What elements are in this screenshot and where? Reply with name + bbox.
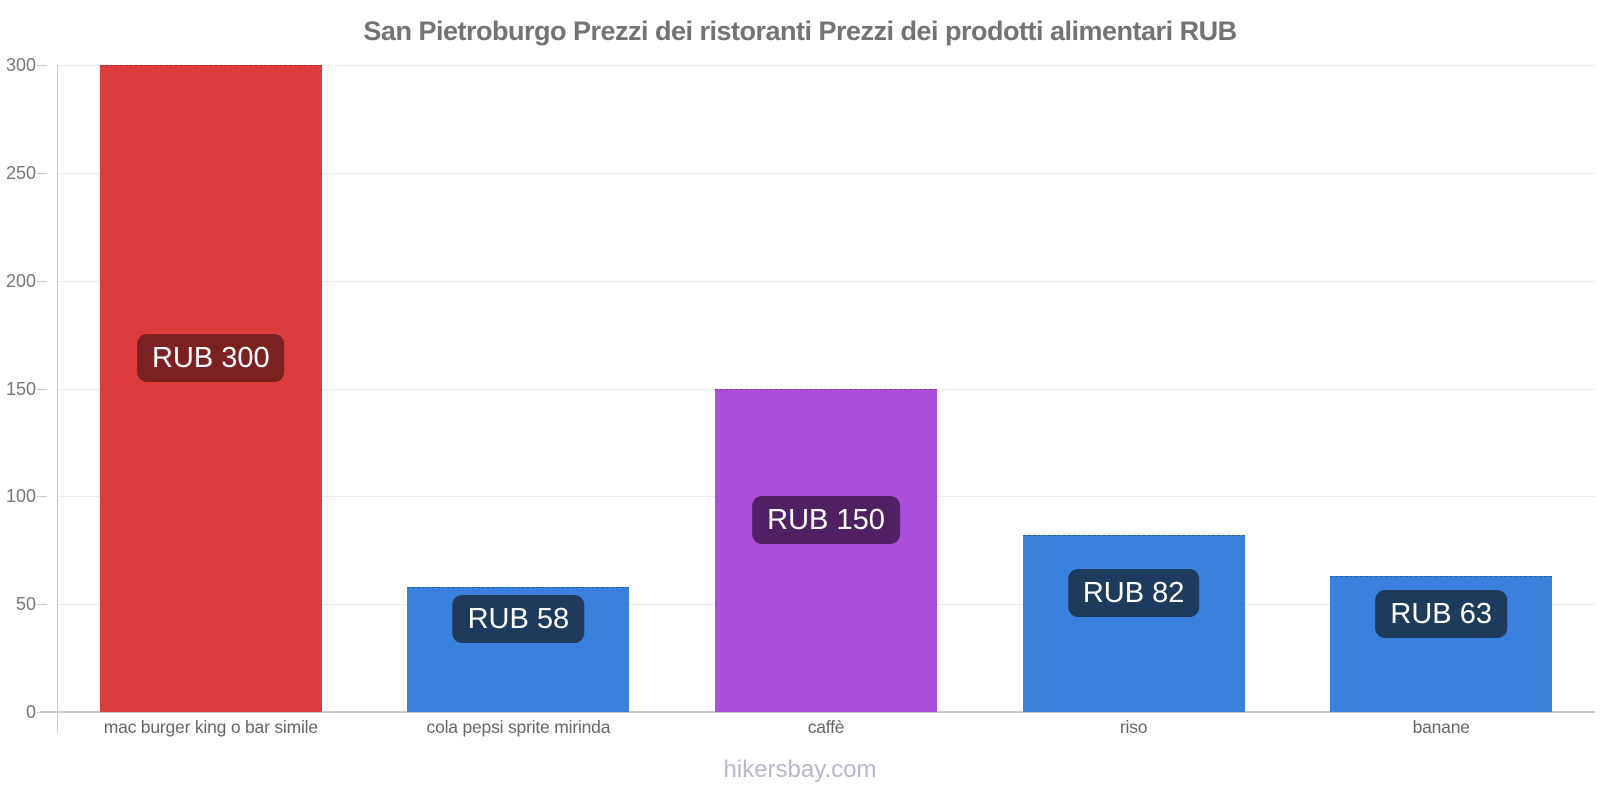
chart-title: San Pietroburgo Prezzi dei ristoranti Pr… [363, 16, 1237, 46]
y-tick-label: 250 [5, 162, 36, 183]
x-axis-label: mac burger king o bar simile [103, 717, 318, 737]
y-axis-line [57, 65, 58, 733]
bar[interactable]: RUB 150 [715, 388, 937, 712]
y-tick-label: 0 [25, 702, 36, 722]
y-tick [37, 496, 47, 498]
gridline [57, 172, 1595, 174]
gridline [57, 65, 1595, 66]
gridline [57, 280, 1595, 282]
bar-value-badge: RUB 63 [1375, 589, 1507, 638]
y-tick [37, 712, 47, 713]
x-axis-label: caffè [807, 717, 845, 737]
bar-value-badge: RUB 82 [1067, 569, 1200, 618]
x-axis-label: riso [1119, 717, 1148, 737]
bar[interactable]: RUB 300 [99, 65, 322, 712]
x-axis-label: banane [1412, 717, 1470, 737]
y-tick-label: 150 [5, 378, 36, 399]
y-tick-label: 100 [5, 486, 36, 507]
bar[interactable]: RUB 58 [407, 586, 630, 712]
y-tick [37, 388, 47, 390]
watermark-hikersbay: hikersbay.com [723, 756, 877, 783]
bar-value-badge: RUB 58 [452, 594, 585, 643]
y-tick-label: 50 [15, 594, 36, 615]
y-tick [37, 65, 47, 66]
y-tick [37, 280, 47, 282]
y-tick-label: 200 [5, 270, 36, 291]
bar-value-badge: RUB 150 [752, 495, 900, 544]
x-axis-line [40, 711, 1595, 713]
y-tick-label: 300 [5, 55, 36, 75]
y-tick [37, 604, 47, 606]
bar[interactable]: RUB 82 [1022, 535, 1245, 712]
x-axis-label: cola pepsi sprite mirinda [426, 717, 611, 737]
bar-value-badge: RUB 300 [136, 334, 285, 382]
bar[interactable]: RUB 63 [1330, 576, 1553, 712]
y-tick [37, 172, 47, 174]
